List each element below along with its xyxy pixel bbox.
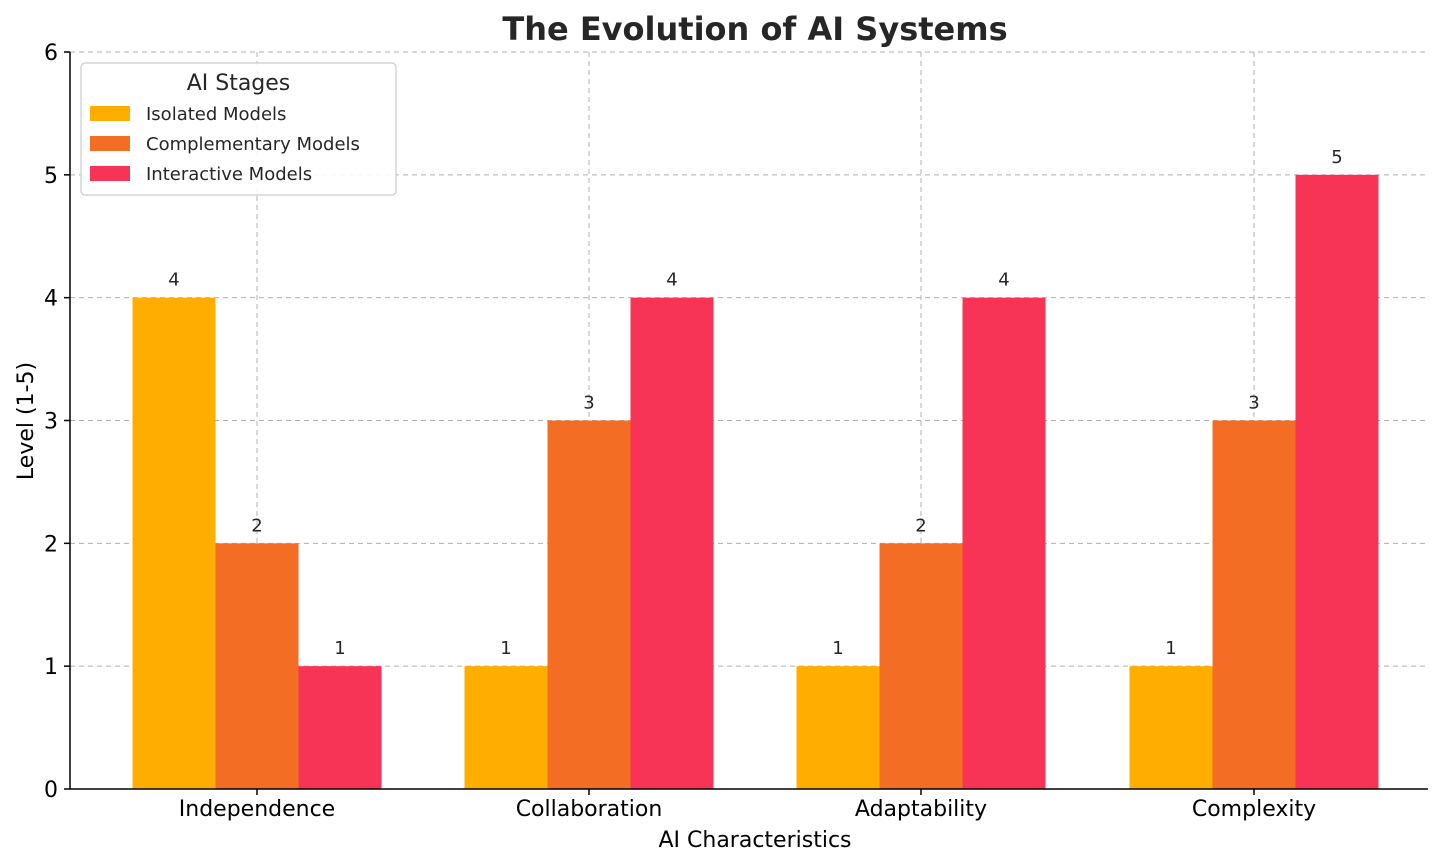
chart-title: The Evolution of AI Systems [502,10,1007,48]
bar [1295,174,1379,790]
bar [547,420,631,789]
bar [630,297,714,789]
y-tick-label: 5 [44,164,58,189]
data-label: 2 [251,515,262,536]
data-label: 3 [1248,393,1259,414]
data-label: 2 [915,515,926,536]
bars-layer [132,174,1379,790]
legend-box [80,62,397,196]
y-tick-label: 2 [44,532,58,557]
legend-title: AI Stages [187,71,291,96]
data-label: 1 [832,638,843,659]
bar [1212,420,1296,789]
legend: AI Stages Isolated Models Complementary Mo… [80,62,397,196]
y-tick-label: 6 [44,41,58,66]
legend-entry: Complementary Models [146,134,360,155]
bar [796,666,880,789]
data-label: 4 [168,270,179,291]
data-label: 1 [500,638,511,659]
data-labels-layer: 4 2 1 1 3 4 1 2 4 1 3 5 [168,147,1342,659]
x-tick-label: Complexity [1192,797,1316,822]
bar [1129,666,1213,789]
data-label: 5 [1331,147,1342,168]
data-label: 3 [583,393,594,414]
x-tick-label: Independence [179,797,335,822]
bar [215,543,299,789]
legend-swatch [90,166,130,181]
y-tick-label: 0 [44,778,58,803]
y-tick-label: 1 [44,655,58,680]
axes-layer: 0 1 2 3 4 5 6 Independence Collaboration Adaptabi… [44,41,1428,822]
legend-entry: Isolated Models [146,104,286,125]
data-label: 4 [998,270,1009,291]
bar [464,666,548,789]
data-label: 1 [334,638,345,659]
legend-entry: Interactive Models [146,164,312,185]
legend-swatch [90,136,130,151]
x-tick-label: Collaboration [516,797,663,822]
bar [132,297,216,789]
x-tick-label: Adaptability [855,797,987,822]
bar [298,666,382,789]
bar [962,297,1046,789]
y-axis-label: Level (1-5) [14,362,39,480]
y-tick-label: 4 [44,287,58,312]
legend-swatch [90,106,130,121]
y-tick-label: 3 [44,410,58,435]
bar [879,543,963,789]
x-axis-label: AI Characteristics [658,828,851,853]
data-label: 1 [1165,638,1176,659]
data-label: 4 [666,270,677,291]
